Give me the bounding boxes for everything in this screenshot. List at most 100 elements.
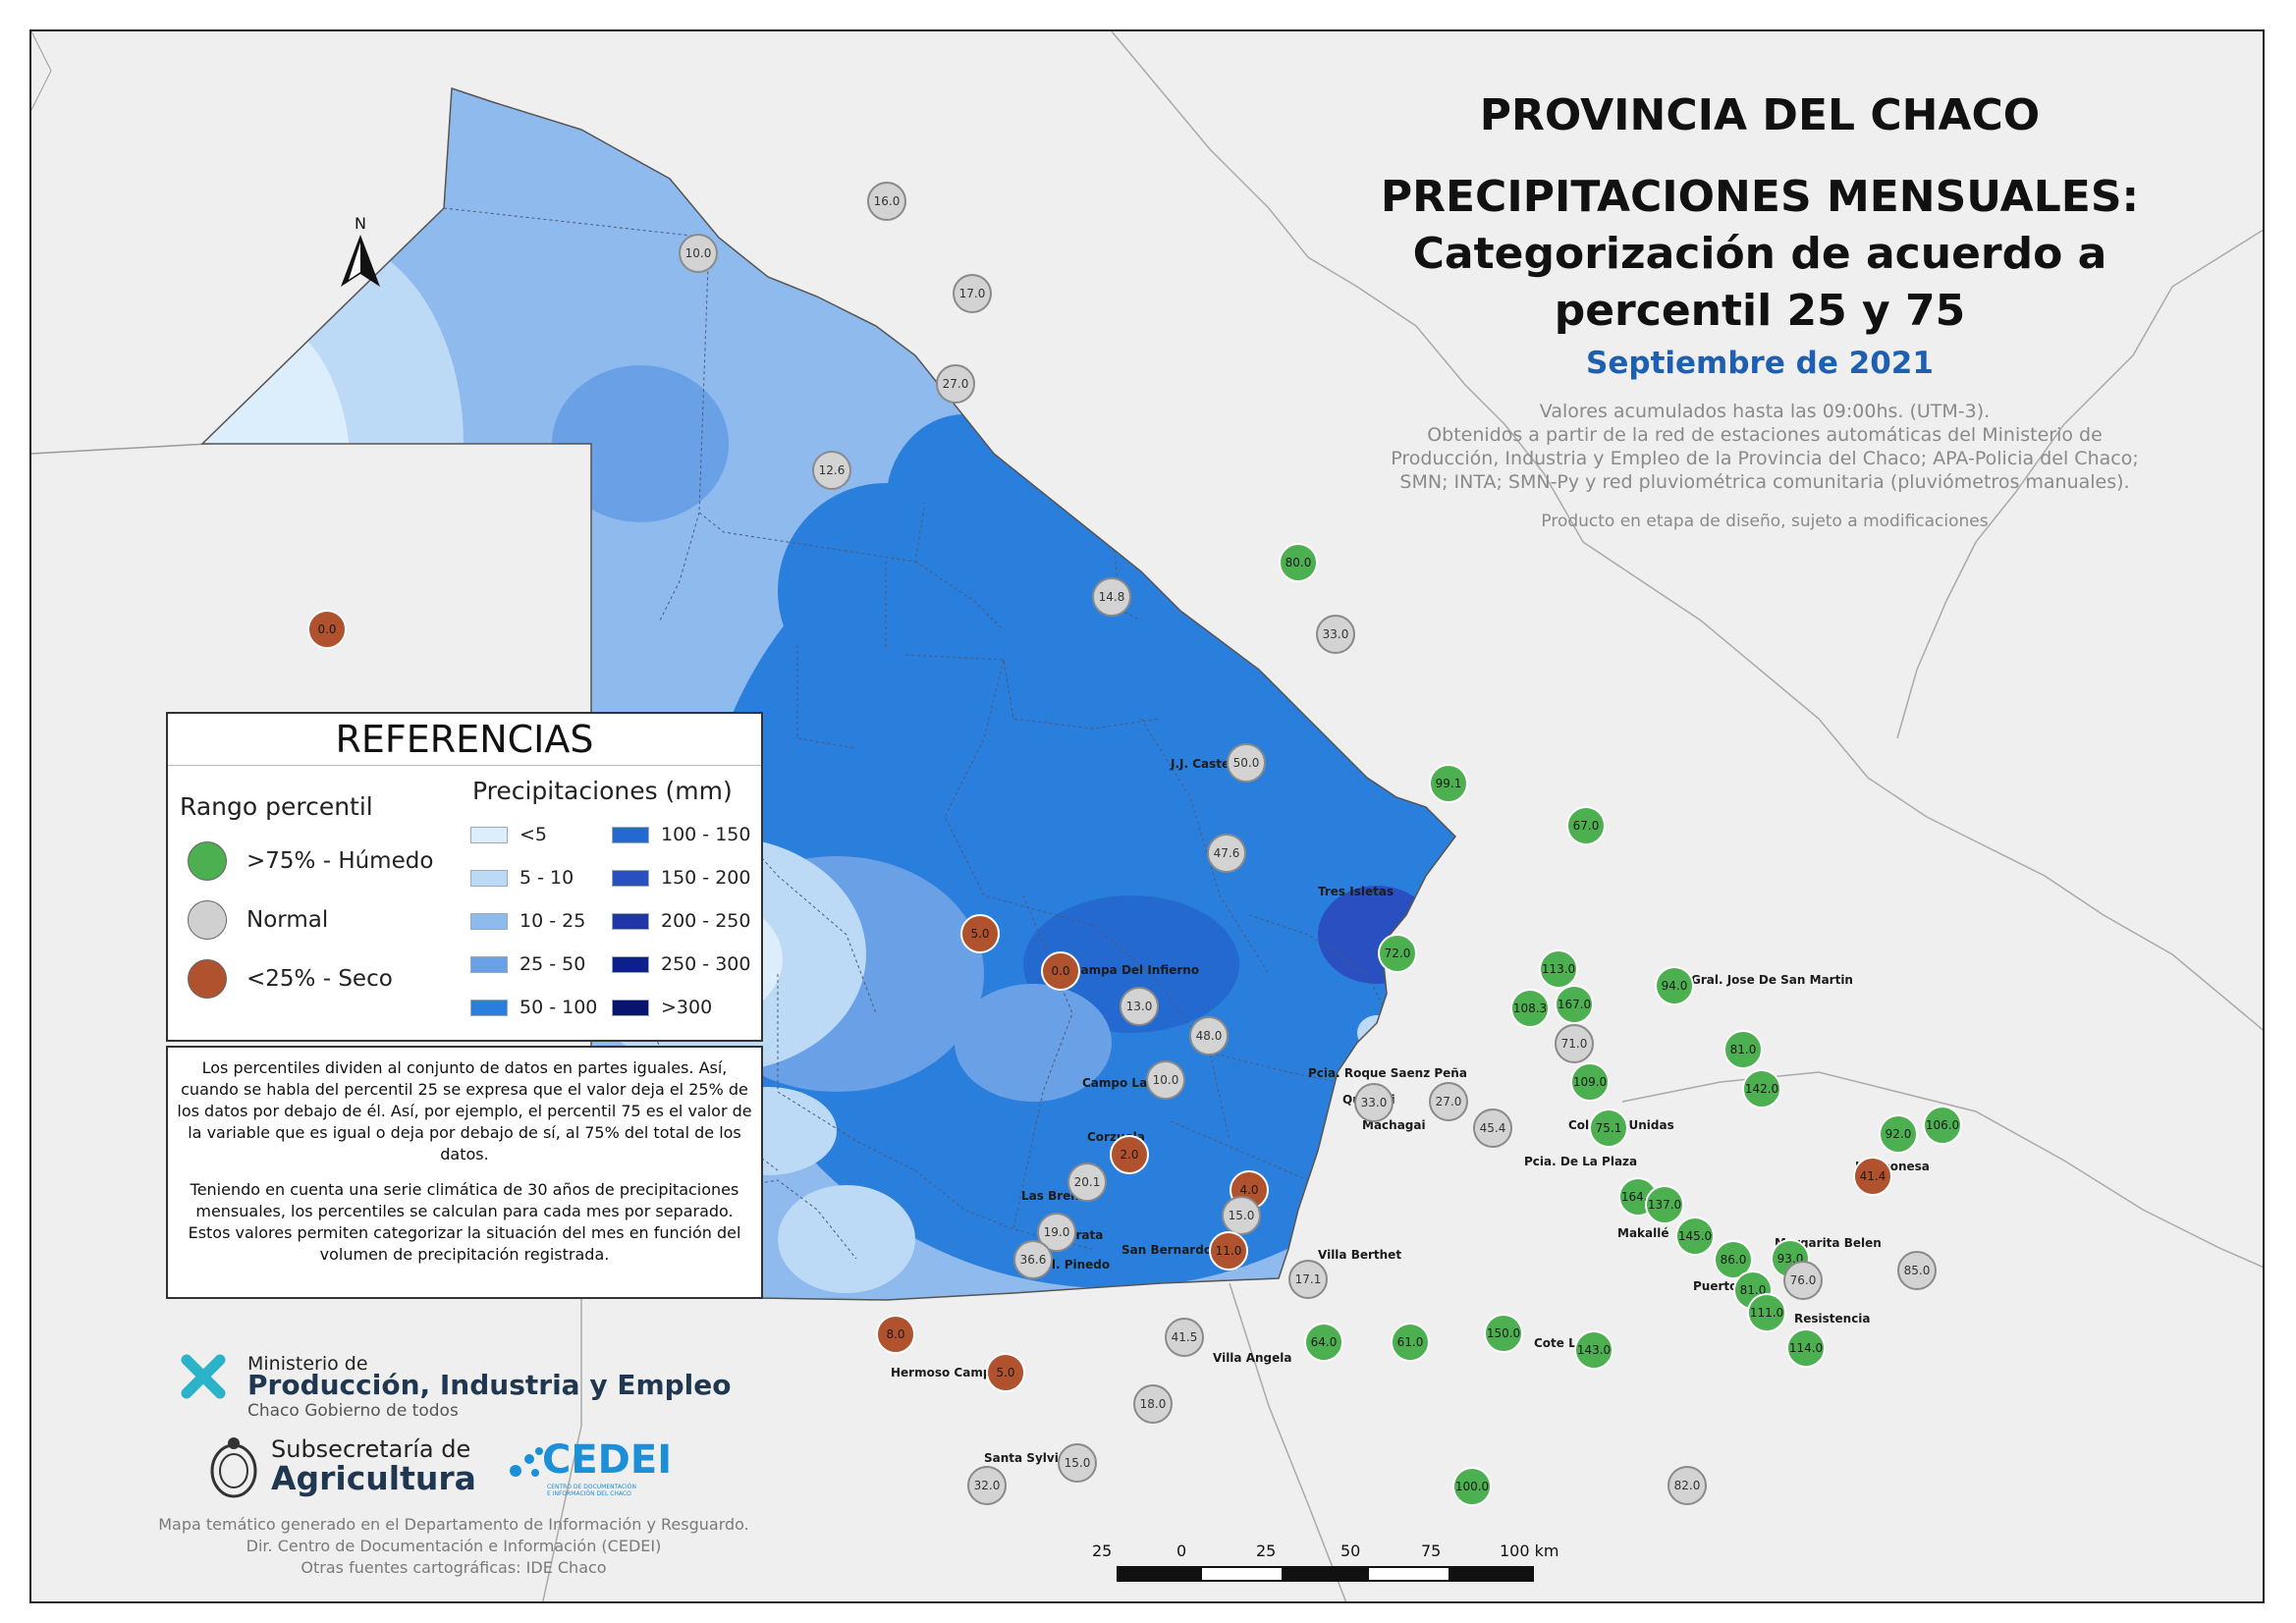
precip-class-label: <5 [519, 824, 548, 845]
explanation-p1: Los percentiles dividen al conjunto de d… [177, 1058, 752, 1163]
station-circle [1747, 1293, 1786, 1332]
station-marker: 145.0 [1675, 1217, 1715, 1256]
station-value: 81.0 [1740, 1283, 1767, 1297]
north-label: N [355, 214, 366, 233]
station-value: 82.0 [1674, 1479, 1701, 1492]
station-circle [1067, 1163, 1107, 1202]
station-circle [1013, 1240, 1053, 1279]
station-marker: 32.0 [967, 1466, 1007, 1505]
station-circle [1110, 1135, 1149, 1174]
station-marker: 13.0 [1120, 987, 1159, 1026]
precip-class-4: 50 - 100 [470, 997, 597, 1018]
station-marker: 86.0 [1714, 1240, 1753, 1279]
station-circle [679, 234, 718, 273]
title-line1: PROVINCIA DEL CHACO [1479, 90, 2041, 140]
station-value: 50.0 [1233, 756, 1260, 770]
station-marker: 15.0 [1058, 1443, 1097, 1483]
station-value: 143.0 [1577, 1343, 1611, 1357]
station-marker: 81.0 [1723, 1030, 1763, 1069]
station-value: 85.0 [1904, 1264, 1931, 1277]
precip-class-2: 10 - 25 [470, 910, 585, 932]
station-value: 81.0 [1730, 1043, 1757, 1056]
station-marker: 10.0 [1146, 1060, 1185, 1100]
station-value: 114.0 [1789, 1341, 1823, 1355]
place-label: Villa Angela [1213, 1351, 1291, 1365]
scale-label: 100 km [1500, 1542, 1559, 1560]
logo-ministerio: Ministerio de [247, 1353, 368, 1375]
precip-class-9: >300 [612, 997, 712, 1018]
station-value: 19.0 [1044, 1225, 1070, 1239]
description-line3: Producción, Industria y Empleo de la Pro… [1391, 448, 2139, 469]
station-marker: 15.0 [1222, 1196, 1261, 1235]
station-circle [1227, 743, 1266, 783]
station-marker: 106.0 [1923, 1106, 1962, 1145]
station-marker: 41.5 [1165, 1318, 1204, 1357]
legend-normal-label: Normal [246, 907, 329, 933]
logo-cedei-sub: CENTRO DE DOCUMENTACIÓN E INFORMACIÓN DE… [547, 1484, 636, 1497]
station-circle [1058, 1443, 1097, 1483]
precip-class-label: 25 - 50 [519, 953, 586, 975]
station-circle [1655, 966, 1694, 1005]
precip-swatch [470, 869, 508, 887]
title-block: PRECIPITACIONES MENSUALES: Categorizació… [1288, 169, 2231, 340]
precip-class-label: 10 - 25 [519, 910, 586, 932]
precip-class-label: >300 [661, 997, 713, 1018]
legend-dry-label: <25% - Seco [246, 966, 393, 992]
cedei-sub2: E INFORMACIÓN DEL CHACO [547, 1490, 631, 1497]
precip-class-label: 50 - 100 [519, 997, 598, 1018]
station-circle [1120, 987, 1159, 1026]
station-circle [1391, 1323, 1430, 1362]
station-marker: 14.8 [1092, 577, 1131, 617]
station-value: 15.0 [1065, 1456, 1091, 1470]
station-value: 16.0 [874, 194, 901, 208]
place-label: Villa Berthet [1318, 1248, 1401, 1262]
station-marker: 12.6 [812, 451, 851, 490]
station-value: 47.6 [1214, 846, 1240, 860]
station-circle [1923, 1106, 1962, 1145]
station-value: 12.6 [819, 463, 846, 477]
station-value: 0.0 [1051, 964, 1069, 978]
station-value: 108.3 [1513, 1001, 1547, 1015]
description: Valores acumulados hasta las 09:00hs. (U… [1298, 400, 2231, 533]
station-value: 150.0 [1487, 1326, 1520, 1340]
station-marker: 33.0 [1354, 1083, 1394, 1122]
scale-segment [1200, 1566, 1284, 1582]
station-value: 5.0 [970, 927, 989, 941]
station-marker: 114.0 [1786, 1328, 1826, 1368]
station-value: 76.0 [1790, 1273, 1817, 1287]
station-marker: 80.0 [1279, 543, 1318, 582]
station-value: 17.0 [959, 287, 986, 300]
precip-class-1: 5 - 10 [470, 867, 574, 889]
station-value: 32.0 [974, 1479, 1001, 1492]
station-marker: 0.0 [307, 610, 347, 649]
station-value: 71.0 [1561, 1037, 1588, 1051]
logo-agricultura: Agricultura [271, 1459, 476, 1497]
station-value: 17.1 [1295, 1272, 1322, 1286]
station-circle [1879, 1114, 1918, 1154]
station-value: 4.0 [1239, 1183, 1258, 1197]
station-circle [1574, 1330, 1613, 1370]
station-value: 86.0 [1721, 1253, 1747, 1267]
station-circle [307, 610, 347, 649]
station-value: 33.0 [1323, 627, 1349, 641]
station-value: 48.0 [1196, 1029, 1223, 1043]
station-marker: 99.1 [1429, 764, 1468, 803]
precip-swatch [612, 912, 649, 930]
station-marker: 45.4 [1473, 1109, 1512, 1148]
station-marker: 109.0 [1570, 1062, 1610, 1102]
station-marker: 108.3 [1510, 989, 1550, 1028]
station-value: 113.0 [1542, 962, 1575, 976]
station-value: 14.8 [1099, 590, 1125, 604]
station-marker: 82.0 [1667, 1466, 1707, 1505]
precip-class-label: 100 - 150 [661, 824, 751, 845]
normal-dot-icon [188, 900, 227, 940]
precip-class-6: 150 - 200 [612, 867, 750, 889]
precip-class-label: 200 - 250 [661, 910, 751, 932]
explanation-p2: Teniendo en cuenta una serie climática d… [188, 1180, 741, 1264]
station-value: 145.0 [1678, 1229, 1712, 1243]
station-circle [1037, 1213, 1076, 1252]
station-circle [1723, 1030, 1763, 1069]
precipitation-map: J.J. Castelli Tres Isletas Pampa Del Infie… [31, 31, 2263, 1601]
place-label: Tres Isletas [1318, 885, 1394, 898]
station-marker: 142.0 [1742, 1069, 1781, 1109]
